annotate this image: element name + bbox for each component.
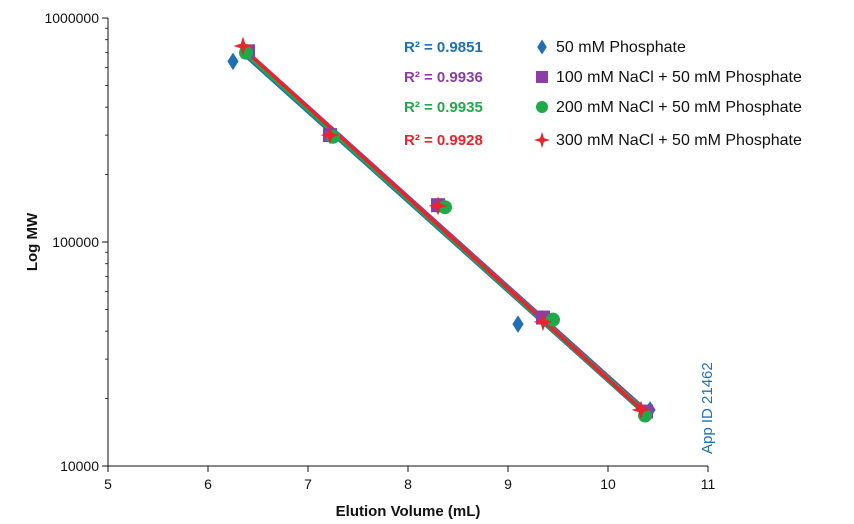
fit-line-4 [239, 44, 645, 413]
data-point-circle [546, 312, 560, 327]
data-point-diamond [227, 52, 239, 71]
r2-label: R² = 0.9928 [404, 132, 483, 149]
legend-label: 50 mM Phosphate [556, 39, 686, 56]
legend-marker-diamond [537, 39, 547, 55]
legend-label: 200 mM NaCl + 50 mM Phosphate [556, 99, 802, 116]
r2-label: R² = 0.9851 [404, 39, 483, 56]
data-point-diamond [512, 315, 524, 333]
x-tick-label: 11 [701, 476, 716, 492]
x-axis-label: Elution Volume (mL) [336, 503, 481, 520]
x-tick-label: 8 [404, 476, 412, 492]
legend-label: 100 mM NaCl + 50 mM Phosphate [556, 69, 802, 86]
r2-label: R² = 0.9935 [404, 99, 483, 116]
legend-marker-circle [536, 101, 548, 113]
data-point-circle [438, 200, 452, 215]
data-point-star [233, 36, 253, 56]
x-tick-label: 5 [104, 476, 112, 492]
data-point-star [631, 400, 651, 420]
data-point-star [320, 125, 340, 145]
legend-marker-square [536, 71, 548, 83]
x-tick-label: 10 [600, 476, 616, 492]
x-tick-label: 6 [204, 476, 212, 492]
y-tick-label: 10000 [60, 458, 99, 474]
legend-marker-star [533, 131, 551, 149]
y-tick-label: 1000000 [44, 10, 99, 26]
app-id-annotation: App ID 21462 [699, 362, 716, 454]
legend-label: 300 mM NaCl + 50 mM Phosphate [556, 132, 802, 149]
data-point-star [428, 196, 448, 216]
x-tick-label: 7 [304, 476, 312, 492]
x-tick-label: 9 [504, 476, 512, 492]
r2-label: R² = 0.9936 [404, 69, 483, 86]
y-axis-label: Log MW [24, 212, 41, 271]
y-tick-label: 100000 [52, 234, 99, 250]
data-point-star [533, 312, 553, 332]
